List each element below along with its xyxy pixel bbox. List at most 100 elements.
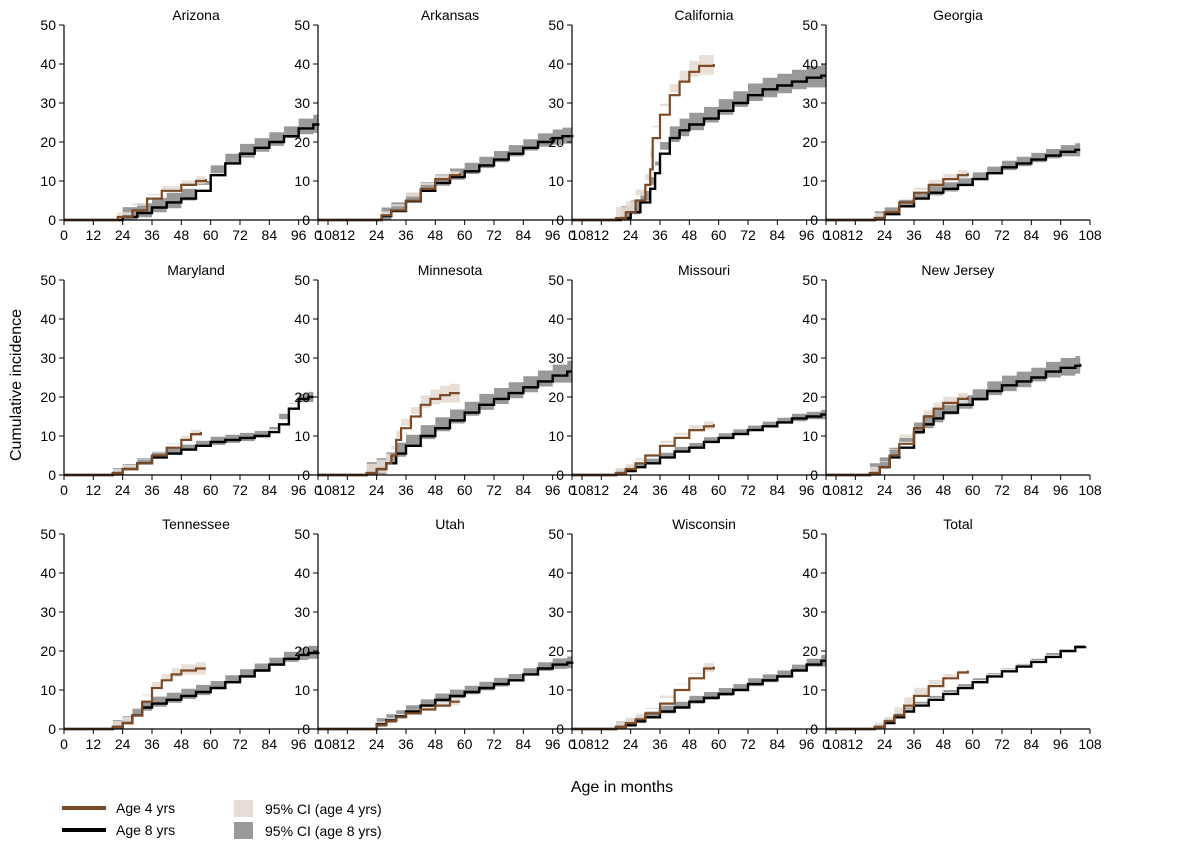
y-tick-label: 0 (810, 467, 818, 483)
legend-label-age8: Age 8 yrs (116, 822, 176, 838)
y-tick-label: 20 (548, 643, 564, 659)
panel-title-minnesota: Minnesota (418, 262, 483, 278)
line-age4-minnesota (318, 392, 460, 477)
panel-missouri: Missouri 0 10 20 30 40 50 0 12 24 36 48 60 72 84 96 108 (548, 262, 847, 498)
x-tick-label: 72 (740, 227, 756, 243)
x-tick-label: 96 (799, 482, 815, 498)
x-tick-label: 108 (316, 482, 340, 498)
x-tick-label: 108 (824, 227, 848, 243)
ci-band-age8-arkansas (318, 126, 573, 220)
x-tick-label: 24 (623, 482, 639, 498)
panel-title-arizona: Arizona (172, 7, 220, 23)
x-tick-label: 0 (314, 227, 322, 243)
x-tick-label: 0 (822, 227, 830, 243)
y-tick-label: 30 (294, 350, 310, 366)
panel-arkansas: Arkansas 0 10 20 30 40 50 0 12 24 36 48 60 72 84 96 108 (294, 7, 593, 243)
x-tick-label: 36 (398, 482, 414, 498)
x-tick-label: 96 (545, 227, 561, 243)
x-tick-label: 96 (291, 227, 307, 243)
y-tick-label: 30 (294, 95, 310, 111)
ci-band-age8-california (572, 64, 827, 220)
y-tick-label: 10 (802, 173, 818, 189)
y-tick-label: 50 (294, 17, 310, 33)
panel-title-tennessee: Tennessee (162, 516, 230, 532)
x-tick-label: 48 (174, 482, 190, 498)
y-tick-label: 40 (294, 56, 310, 72)
x-tick-label: 0 (568, 736, 576, 752)
x-tick-label: 60 (965, 736, 981, 752)
y-tick-label: 20 (802, 643, 818, 659)
x-tick-label: 96 (1053, 736, 1069, 752)
x-tick-label: 48 (174, 736, 190, 752)
ci-band-age8-georgia (826, 143, 1081, 220)
y-tick-label: 10 (40, 173, 56, 189)
x-tick-label: 60 (965, 227, 981, 243)
x-tick-label: 108 (570, 736, 594, 752)
legend-swatch-age4 (62, 806, 106, 810)
x-tick-label: 12 (340, 482, 356, 498)
x-tick-label: 36 (652, 482, 668, 498)
x-tick-label: 12 (340, 736, 356, 752)
line-age8-georgia (826, 148, 1081, 222)
y-tick-label: 10 (294, 428, 310, 444)
panel-title-new-jersey: New Jersey (921, 262, 994, 278)
x-tick-label: 108 (824, 482, 848, 498)
ci-band-age8-minnesota (318, 360, 573, 475)
panel-title-wisconsin: Wisconsin (672, 516, 736, 532)
ci-band-age4-new-jersey (826, 390, 968, 475)
y-tick-label: 40 (294, 565, 310, 581)
x-tick-label: 72 (740, 482, 756, 498)
y-tick-label: 0 (302, 467, 310, 483)
ci-band-age4-georgia (826, 168, 968, 220)
y-tick-label: 0 (556, 467, 564, 483)
y-tick-label: 20 (548, 134, 564, 150)
ci-band-age4-missouri (572, 419, 714, 475)
x-tick-label: 72 (486, 736, 502, 752)
line-age4-arkansas (318, 173, 461, 222)
y-tick-label: 40 (802, 56, 818, 72)
x-tick-label: 12 (848, 736, 864, 752)
panel-title-utah: Utah (435, 516, 465, 532)
ci-band-age8-tennessee (64, 644, 319, 729)
y-tick-label: 30 (802, 95, 818, 111)
x-tick-label: 24 (877, 736, 893, 752)
x-tick-label: 108 (570, 227, 594, 243)
ci-band-age8-arizona (64, 113, 319, 220)
x-tick-label: 96 (545, 482, 561, 498)
x-tick-label: 72 (232, 482, 248, 498)
x-tick-label: 84 (516, 482, 532, 498)
y-tick-label: 20 (802, 389, 818, 405)
x-tick-label: 24 (623, 736, 639, 752)
panel-new-jersey: New Jersey 0 10 20 30 40 50 0 12 24 36 48 60 72 84 96 10… (802, 262, 1101, 498)
x-tick-label: 0 (568, 227, 576, 243)
x-tick-label: 84 (1024, 227, 1040, 243)
panel-title-california: California (674, 7, 733, 23)
x-tick-label: 0 (314, 736, 322, 752)
x-tick-label: 12 (848, 227, 864, 243)
x-tick-label: 108 (1078, 736, 1102, 752)
line-age4-utah (318, 700, 460, 731)
panel-total: Total 0 10 20 30 40 50 0 12 24 36 48 60 72 84 96 108 (802, 516, 1101, 752)
legend-item-age8: Age 8 yrs (62, 822, 175, 838)
x-tick-label: 48 (428, 736, 444, 752)
y-tick-label: 10 (40, 428, 56, 444)
line-age8-california (572, 74, 827, 222)
x-tick-label: 48 (174, 227, 190, 243)
x-tick-label: 108 (316, 736, 340, 752)
y-tick-label: 40 (802, 565, 818, 581)
x-tick-label: 60 (711, 227, 727, 243)
y-tick-label: 30 (294, 604, 310, 620)
x-tick-label: 36 (398, 736, 414, 752)
legend: Age 4 yrs Age 8 yrs 95% CI (age 4 yrs) 9… (62, 800, 462, 846)
y-tick-label: 30 (40, 350, 56, 366)
x-tick-label: 36 (144, 482, 160, 498)
x-tick-label: 24 (115, 482, 131, 498)
x-tick-label: 24 (369, 227, 385, 243)
ci-band-age4-total (826, 668, 968, 729)
line-age4-total (826, 670, 969, 731)
y-tick-label: 0 (556, 212, 564, 228)
x-tick-label: 84 (1024, 482, 1040, 498)
y-tick-label: 30 (548, 350, 564, 366)
x-tick-label: 12 (848, 482, 864, 498)
x-tick-label: 0 (568, 482, 576, 498)
